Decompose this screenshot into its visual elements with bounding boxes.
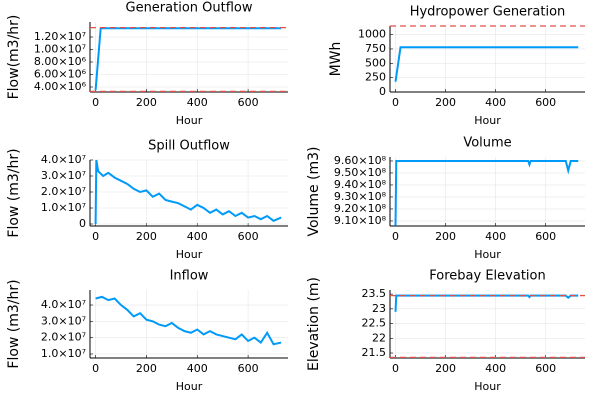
y-tick-label: 21.5 [362,346,387,359]
y-tick-label: 9.60×10⁸ [334,154,387,167]
data-line [94,27,282,91]
y-axis-label: Flow (m3/hr) [6,279,22,368]
data-line [94,159,282,225]
x-axis-label: Hour [474,380,501,393]
y-tick-label: 1.0×10⁷ [41,347,86,360]
panel-title: Forebay Elevation [429,269,545,284]
y-tick-label: 1.0×10⁷ [41,201,86,214]
y-tick-label: 8.00×10⁶ [34,55,87,68]
y-tick-label: 0 [379,85,386,98]
y-axis-label: Flow (m3/hr) [6,148,22,237]
x-tick-label: 400 [485,362,506,375]
x-tick-label: 0 [392,230,399,243]
x-tick-label: 0 [392,362,399,375]
y-tick-label: 9.20×10⁸ [334,202,387,215]
y-tick-label: 23 [372,302,386,315]
x-axis-label: Hour [176,380,203,393]
panel: Inflow Hour Flow (m3/hr) 0 200 400 600 1.0×10⁷ 2… [6,269,288,393]
y-tick-label: 9.10×10⁸ [334,214,387,227]
y-tick-label: 9.40×10⁸ [334,178,387,191]
panel-title: Generation Outflow [126,1,253,16]
x-tick-label: 200 [136,230,157,243]
data-line [394,294,579,312]
x-axis-label: Hour [176,114,203,127]
x-tick-label: 200 [435,362,456,375]
x-tick-label: 600 [535,362,556,375]
x-tick-label: 600 [238,96,259,109]
x-tick-label: 600 [535,96,556,109]
y-tick-label: 250 [365,71,386,84]
y-tick-label: 0 [79,217,86,230]
y-tick-label: 4.0×10⁷ [41,298,86,311]
panel: Forebay Elevation Hour Elevation (m) 0 200 40… [306,269,585,393]
x-tick-label: 600 [535,230,556,243]
x-tick-label: 400 [485,96,506,109]
x-axis-label: Hour [474,114,501,127]
y-tick-label: 9.50×10⁸ [334,166,387,179]
x-axis-label: Hour [176,248,203,261]
y-axis-label: MWh [328,42,344,77]
y-tick-label: 3.0×10⁷ [41,314,86,327]
x-tick-label: 200 [435,96,456,109]
y-axis-label: Elevation (m) [306,277,322,371]
data-line [95,295,282,346]
y-tick-label: 1.20×10⁷ [34,30,86,43]
x-axis-label: Hour [474,248,501,261]
x-tick-label: 400 [187,362,208,375]
x-tick-label: 400 [485,230,506,243]
y-tick-label: 4.00×10⁶ [34,80,87,93]
x-tick-label: 0 [92,230,99,243]
y-tick-label: 9.30×10⁸ [334,190,387,203]
y-tick-label: 1000 [358,28,386,41]
x-tick-label: 200 [435,230,456,243]
data-line [394,159,579,226]
y-tick-label: 750 [365,42,386,55]
y-tick-label: 22.5 [362,317,387,330]
y-tick-label: 2.0×10⁷ [41,185,86,198]
y-tick-label: 2.0×10⁷ [41,331,86,344]
x-tick-label: 200 [136,362,157,375]
y-axis-label: Volume (m3) [306,147,322,237]
panel-title: Hydropower Generation [410,5,566,20]
y-axis-label: Flow(m3/hr) [6,15,22,100]
x-tick-label: 600 [238,362,259,375]
x-tick-label: 400 [187,230,208,243]
y-tick-label: 4.0×10⁷ [41,153,86,166]
y-tick-label: 6.00×10⁶ [34,68,87,81]
x-tick-label: 400 [187,96,208,109]
panel: Spill Outflow Hour Flow (m3/hr) 0 200 400 600 0… [6,139,288,261]
x-tick-label: 0 [92,362,99,375]
x-tick-label: 200 [136,96,157,109]
data-line [394,46,579,82]
x-tick-label: 0 [392,96,399,109]
panel-title: Spill Outflow [148,139,230,154]
y-tick-label: 3.0×10⁷ [41,169,86,182]
y-tick-label: 1.00×10⁷ [34,43,86,56]
y-tick-label: 23.5 [362,287,387,300]
x-tick-label: 600 [238,230,259,243]
panel: Hydropower Generation Hour MWh 0 200 400 600 02… [328,5,585,127]
y-tick-label: 500 [365,56,386,69]
panel-title: Volume [463,136,511,151]
x-tick-label: 0 [92,96,99,109]
y-tick-label: 22 [372,331,386,344]
panel: Generation Outflow Hour Flow(m3/hr) 0 200 400… [6,1,288,127]
panel-title: Inflow [170,269,209,284]
